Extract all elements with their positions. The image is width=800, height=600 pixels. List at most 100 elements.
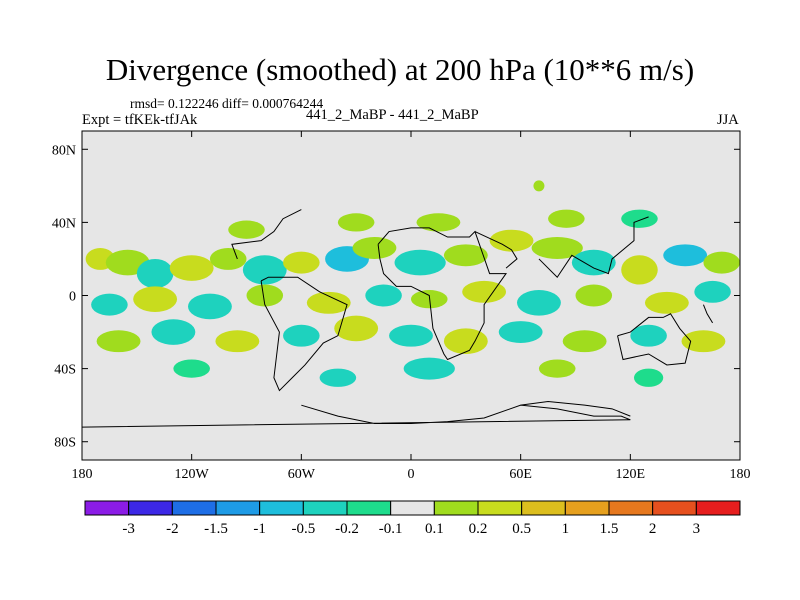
colorbar-swatch (215, 500, 261, 516)
colorbar-swatch (564, 500, 610, 516)
divergence-blob (394, 249, 446, 276)
divergence-blob (319, 368, 357, 387)
divergence-blob (538, 359, 576, 378)
divergence-blob (91, 293, 128, 316)
colorbar-swatch (695, 500, 741, 516)
colorbar-label: -0.2 (335, 521, 359, 537)
y-tick-label: 0 (69, 290, 76, 305)
colorbar-swatch (477, 500, 523, 516)
colorbar-swatch (84, 500, 130, 516)
divergence-blob (416, 213, 461, 232)
colorbar-swatch (302, 500, 348, 516)
divergence-blob (443, 328, 488, 354)
y-tick-label: 80S (54, 436, 76, 451)
coastline (377, 227, 508, 361)
divergence-blob (173, 359, 210, 378)
coastline (231, 209, 302, 260)
stats-label: rmsd= 0.122246 diff= 0.000764244 (130, 96, 324, 111)
colorbar-label: -0.5 (291, 521, 315, 537)
colorbar-label: 3 (693, 521, 701, 537)
divergence-blob (621, 255, 658, 285)
divergence-blob (571, 249, 616, 276)
divergence-blob (403, 357, 455, 380)
divergence-blob (246, 284, 284, 307)
divergence-blob (151, 319, 196, 345)
divergence-blob (169, 255, 214, 281)
colorbar-label: -1.5 (204, 521, 228, 537)
x-tick-label: 60E (509, 467, 532, 482)
colorbar-label: -1 (253, 521, 266, 537)
coastline (617, 313, 692, 366)
divergence-blob (242, 255, 287, 285)
colorbar-swatch (128, 500, 173, 516)
divergence-blob (644, 291, 689, 314)
colorbar-swatch (171, 500, 217, 516)
coastline (474, 231, 518, 269)
colorbar-label: 0.5 (512, 521, 531, 537)
x-tick-label: 120W (175, 467, 210, 482)
divergence-blob (548, 209, 585, 228)
divergence-blob (209, 247, 247, 270)
x-tick-label: 60W (288, 467, 316, 482)
colorbar-label: -3 (122, 521, 135, 537)
coastline (520, 401, 631, 417)
colorbar-label: 2 (649, 521, 657, 537)
divergence-blob (703, 251, 740, 274)
divergence-blob (575, 284, 613, 307)
colorbar-label: -2 (166, 521, 179, 537)
divergence-blob (133, 286, 178, 312)
divergence-blob (365, 284, 402, 307)
divergence-blob (663, 244, 708, 267)
divergence-blob (188, 293, 232, 320)
x-tick-label: 180 (72, 467, 93, 482)
divergence-blob (517, 290, 561, 316)
divergence-blob (389, 324, 433, 347)
colorbar-swatch (608, 500, 654, 516)
coastline (260, 276, 348, 392)
divergence-blob (489, 229, 534, 252)
x-tick-label: 180 (730, 467, 751, 482)
x-tick-label: 0 (408, 467, 415, 482)
coastline (538, 216, 649, 279)
divergence-blob (283, 324, 320, 347)
model-label: 441_2_MaBP - 441_2_MaBP (306, 107, 479, 123)
divergence-blob (337, 213, 375, 232)
colorbar-label: 0.2 (469, 521, 488, 537)
colorbar-label: 0.1 (425, 521, 444, 537)
divergence-blob (352, 237, 397, 259)
divergence-blob (498, 321, 543, 344)
x-tick-label: 120E (616, 467, 646, 482)
divergence-blob (621, 209, 658, 228)
divergence-blob (562, 330, 607, 353)
divergence-blob (228, 220, 265, 239)
colorbar-swatch (390, 500, 435, 516)
y-tick-label: 40S (54, 363, 76, 378)
colorbar-swatch (433, 500, 479, 516)
colorbar-label: -0.1 (379, 521, 403, 537)
divergence-blob (96, 330, 141, 353)
divergence-blob (215, 330, 260, 353)
colorbar-swatch (346, 500, 392, 516)
y-tick-label: 40N (52, 216, 76, 231)
map-background (82, 131, 740, 460)
divergence-blob (533, 180, 545, 192)
divergence-blob (462, 280, 507, 303)
colorbar-label: 1 (562, 521, 570, 537)
divergence-blob (443, 244, 488, 267)
coastline (82, 404, 631, 428)
y-tick-label: 80N (52, 143, 76, 158)
divergence-blob (633, 368, 664, 387)
divergence-blob (283, 251, 320, 274)
divergence-blob (136, 258, 174, 289)
colorbar-label: 1.5 (600, 521, 619, 537)
chart-title: Divergence (smoothed) at 200 hPa (10**6 … (105, 52, 695, 87)
season-label: JJA (717, 112, 739, 128)
divergence-blob (681, 330, 726, 353)
divergence-blob (531, 237, 583, 259)
colorbar-swatch (652, 500, 697, 516)
colorbar-swatch (521, 500, 566, 516)
colorbar-swatch (259, 500, 304, 516)
divergence-blob (306, 291, 351, 314)
divergence-blob (630, 324, 667, 347)
